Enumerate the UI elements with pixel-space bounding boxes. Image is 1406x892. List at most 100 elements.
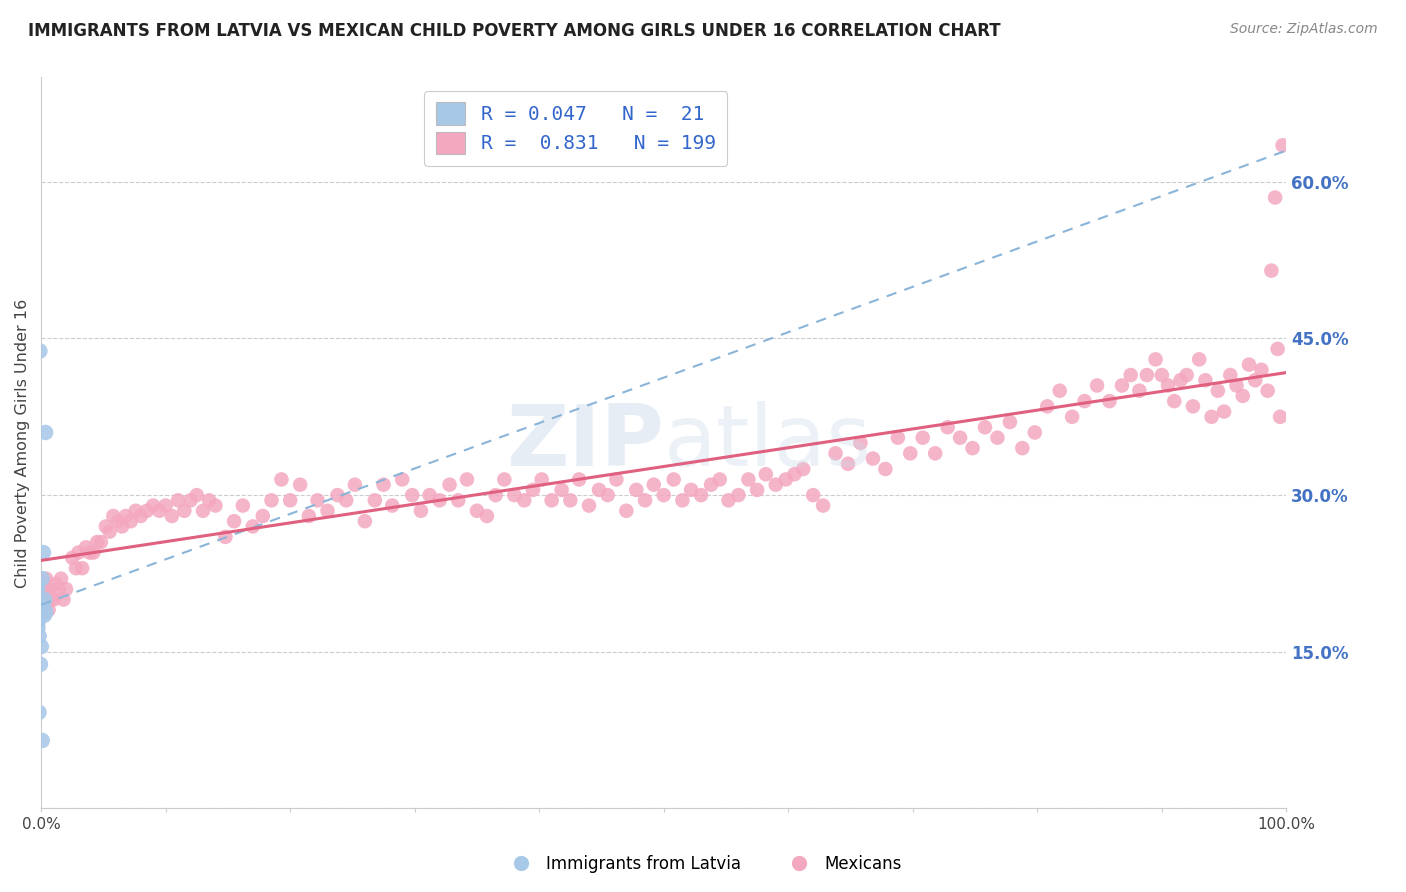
Point [75, 541, 97, 555]
Point [373, 477, 395, 491]
Point [1049, 384, 1071, 398]
Point [120, 514, 142, 528]
Point [475, 508, 498, 523]
Point [98, 524, 121, 539]
Point [160, 508, 183, 523]
Point [38, 603, 60, 617]
Point [167, 493, 190, 508]
Point [204, 499, 226, 513]
Point [1260, 263, 1282, 277]
Point [681, 483, 703, 497]
Point [191, 504, 214, 518]
Point [949, 431, 972, 445]
Point [765, 477, 787, 491]
Point [1267, 342, 1289, 356]
Point [662, 473, 685, 487]
Point [381, 499, 404, 513]
Point [28, 629, 51, 643]
Legend: Immigrants from Latvia, Mexicans: Immigrants from Latvia, Mexicans [498, 848, 908, 880]
Point [465, 504, 488, 518]
Point [270, 473, 292, 487]
Point [86, 535, 108, 549]
Point [186, 488, 208, 502]
Point [1036, 400, 1059, 414]
Point [1264, 190, 1286, 204]
Point [30, 657, 52, 672]
Point [103, 508, 125, 523]
Point [737, 473, 759, 487]
Point [391, 473, 413, 487]
Point [48, 582, 70, 596]
Point [28, 344, 51, 359]
Point [1257, 384, 1279, 398]
Point [1119, 368, 1142, 382]
Point [439, 477, 461, 491]
Point [30, 640, 52, 654]
Point [1111, 378, 1133, 392]
Point [79, 545, 101, 559]
Point [34, 608, 56, 623]
Point [588, 483, 610, 497]
Point [65, 561, 87, 575]
Point [34, 425, 56, 440]
Point [801, 488, 824, 502]
Point [1073, 394, 1095, 409]
Point [129, 508, 152, 523]
Point [924, 446, 946, 460]
Point [792, 462, 814, 476]
Point [31, 572, 53, 586]
Point [986, 431, 1008, 445]
Point [700, 477, 723, 491]
Point [343, 477, 366, 491]
Point [824, 446, 846, 460]
Point [1175, 368, 1198, 382]
Point [34, 592, 56, 607]
Point [709, 473, 731, 487]
Point [898, 446, 921, 460]
Point [862, 451, 884, 466]
Point [42, 592, 65, 607]
Point [25, 602, 48, 616]
Point [35, 572, 58, 586]
Point [513, 493, 536, 508]
Point [530, 473, 553, 487]
Point [837, 457, 859, 471]
Point [811, 499, 834, 513]
Point [252, 508, 274, 523]
Point [155, 499, 177, 513]
Point [652, 488, 675, 502]
Point [690, 488, 713, 502]
Point [49, 572, 72, 586]
Point [503, 488, 526, 502]
Point [671, 493, 693, 508]
Point [1128, 384, 1150, 398]
Point [278, 493, 301, 508]
Point [90, 535, 112, 549]
Point [198, 493, 221, 508]
Point [260, 493, 283, 508]
Point [596, 488, 619, 502]
Point [1085, 378, 1108, 392]
Point [364, 493, 387, 508]
Point [1232, 389, 1254, 403]
Point [354, 514, 377, 528]
Point [1144, 352, 1167, 367]
Point [1194, 373, 1216, 387]
Point [456, 473, 478, 487]
Legend: R = 0.047   N =  21, R =  0.831   N = 199: R = 0.047 N = 21, R = 0.831 N = 199 [425, 91, 727, 166]
Point [998, 415, 1021, 429]
Point [1170, 373, 1192, 387]
Point [1024, 425, 1046, 440]
Point [1011, 441, 1033, 455]
Point [429, 493, 451, 508]
Point [614, 504, 637, 518]
Point [849, 436, 872, 450]
Point [32, 599, 55, 613]
Point [1271, 138, 1294, 153]
Point [485, 488, 508, 502]
Point [1244, 373, 1267, 387]
Point [1250, 363, 1272, 377]
Point [775, 473, 797, 487]
Point [67, 545, 90, 559]
Point [27, 577, 49, 591]
